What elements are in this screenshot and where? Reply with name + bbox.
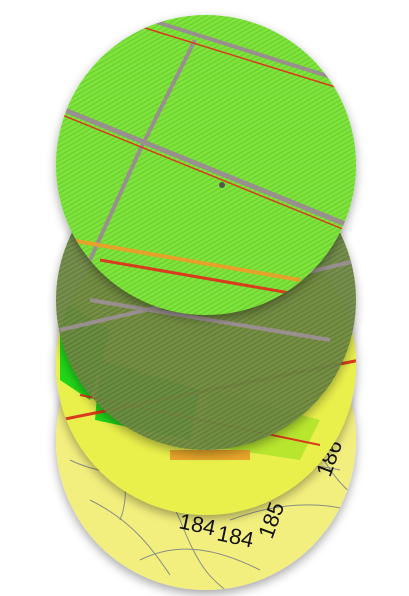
road (88, 149, 142, 261)
contour-line (89, 499, 171, 576)
road (149, 18, 341, 82)
road (56, 97, 356, 233)
contour-line (229, 504, 351, 521)
field-edge (56, 105, 356, 237)
contour-line (139, 548, 261, 571)
field-edge (69, 238, 301, 282)
field-edge (144, 27, 346, 91)
road (138, 39, 197, 151)
field-edge (170, 450, 250, 460)
field-marker (219, 182, 225, 188)
road (89, 298, 331, 342)
